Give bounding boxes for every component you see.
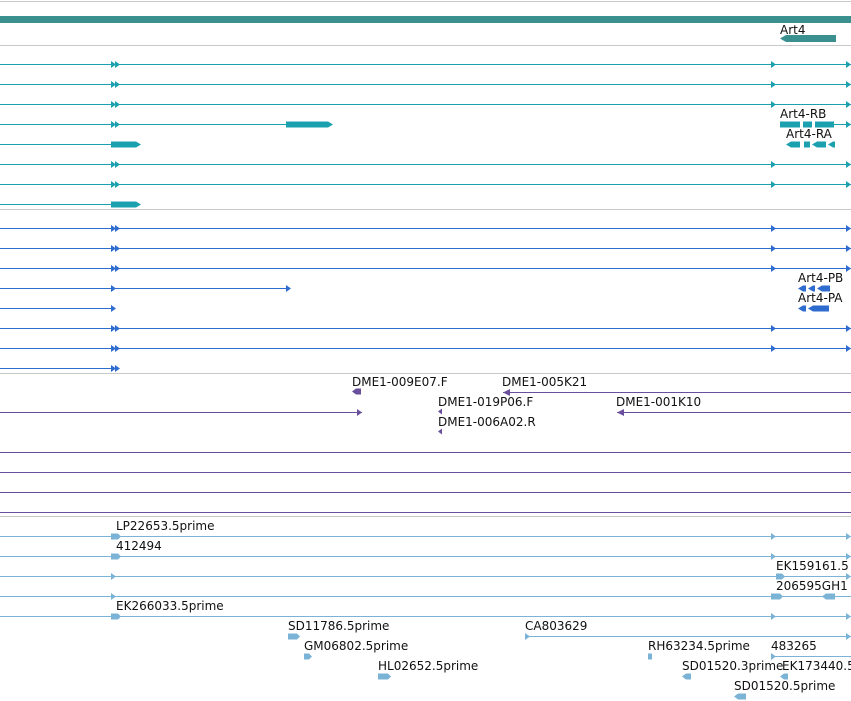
primer-label: DME1-009E07.F bbox=[352, 375, 448, 389]
est-label: LP22653.5prime bbox=[116, 519, 215, 533]
est-row[interactable] bbox=[0, 573, 851, 580]
transcript-label: Art4-RA bbox=[786, 127, 832, 141]
primer-label: DME1-006A02.R bbox=[438, 415, 536, 429]
transcript-row[interactable] bbox=[0, 285, 830, 292]
est-label: HL02652.5prime bbox=[378, 659, 479, 673]
est-label: RH63234.5prime bbox=[648, 639, 750, 653]
primer-label: DME1-001K10 bbox=[616, 395, 702, 409]
est-label: EK173440.5 bbox=[782, 659, 851, 673]
est-label: EK266033.5prime bbox=[116, 599, 224, 613]
est-track[interactable] bbox=[0, 533, 851, 700]
est-row[interactable] bbox=[734, 693, 746, 700]
est-label: 483265 bbox=[771, 639, 817, 653]
transcript-track-teal[interactable] bbox=[0, 61, 851, 208]
primer-feature[interactable] bbox=[438, 408, 442, 415]
transcript-label: Art4-PB bbox=[798, 271, 844, 285]
primer-feature[interactable] bbox=[352, 388, 361, 395]
transcript-row[interactable] bbox=[0, 265, 851, 272]
gene-label-art4: Art4 bbox=[780, 23, 806, 37]
est-row[interactable] bbox=[0, 533, 851, 540]
est-row[interactable] bbox=[304, 653, 851, 660]
est-row[interactable] bbox=[288, 633, 851, 640]
transcript-row[interactable] bbox=[0, 201, 141, 208]
transcript-row[interactable] bbox=[0, 225, 851, 232]
transcript-row[interactable] bbox=[0, 101, 851, 108]
primer-track[interactable] bbox=[0, 388, 851, 513]
est-row[interactable] bbox=[0, 593, 851, 600]
transcript-label: Art4-RB bbox=[780, 107, 827, 121]
transcript-row[interactable] bbox=[0, 121, 851, 128]
transcript-row[interactable] bbox=[0, 81, 851, 88]
transcript-row[interactable] bbox=[0, 305, 829, 312]
transcript-row[interactable] bbox=[0, 141, 835, 148]
est-label: SD01520.3prime bbox=[682, 659, 784, 673]
est-label: 412494 bbox=[116, 539, 162, 553]
est-label: SD11786.5prime bbox=[288, 619, 390, 633]
transcript-row[interactable] bbox=[0, 161, 851, 168]
est-label: 206595GH1 bbox=[776, 579, 848, 593]
primer-label: DME1-005K21 bbox=[502, 375, 588, 389]
transcript-row[interactable] bbox=[0, 245, 851, 252]
track-separators bbox=[0, 1, 851, 517]
transcript-track-blue[interactable] bbox=[0, 225, 851, 372]
transcript-row[interactable] bbox=[0, 325, 851, 332]
est-label: CA803629 bbox=[525, 619, 588, 633]
transcript-row[interactable] bbox=[0, 181, 851, 188]
gene-bar[interactable] bbox=[0, 16, 851, 23]
transcript-label: Art4-PA bbox=[798, 291, 843, 305]
est-label: EK159161.5 bbox=[776, 559, 849, 573]
transcript-row[interactable] bbox=[0, 365, 120, 372]
est-label: GM06802.5prime bbox=[304, 639, 409, 653]
gene-track[interactable] bbox=[0, 16, 851, 42]
est-label: SD01520.5prime bbox=[734, 679, 836, 693]
gene-feature-art4[interactable] bbox=[780, 35, 836, 42]
transcript-row[interactable] bbox=[0, 345, 851, 352]
transcript-row[interactable] bbox=[0, 61, 851, 68]
est-row[interactable] bbox=[0, 613, 851, 620]
primer-label: DME1-019P06.F bbox=[438, 395, 534, 409]
est-row[interactable] bbox=[378, 673, 788, 680]
primer-feature[interactable] bbox=[438, 428, 442, 435]
est-row[interactable] bbox=[0, 553, 851, 560]
